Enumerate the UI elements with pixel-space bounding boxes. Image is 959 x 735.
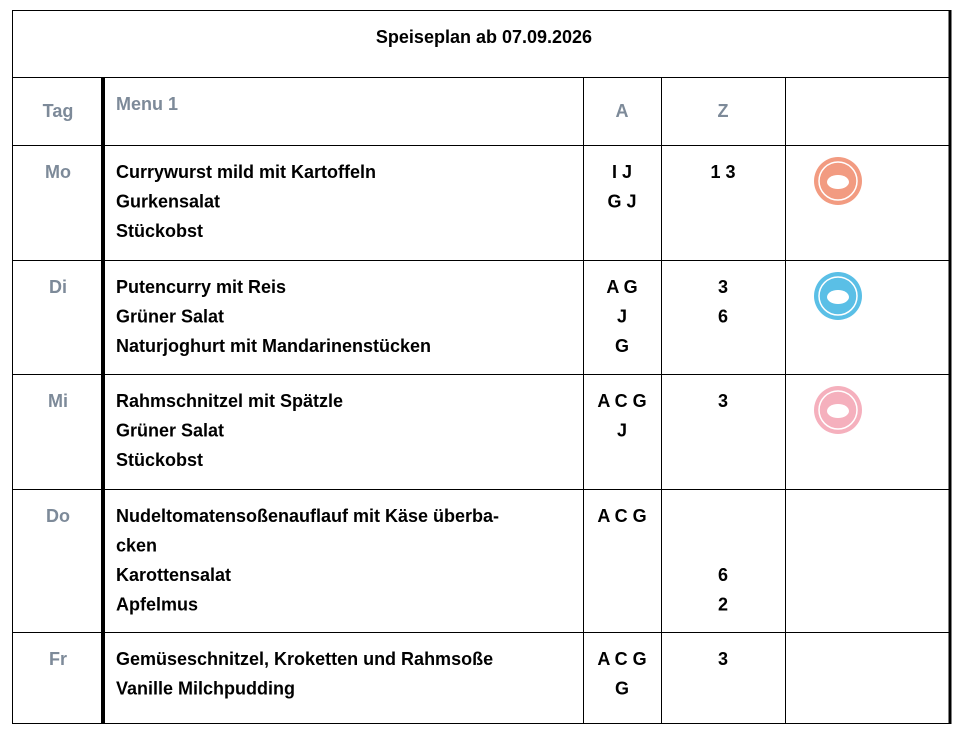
menu-item: Karottensalat <box>116 565 231 585</box>
table-title: Speiseplan ab 07.09.2026 <box>376 27 592 47</box>
table-border <box>12 10 951 724</box>
additives: 3 <box>718 391 728 411</box>
menu-item: Grüner Salat <box>116 306 224 326</box>
meat-badge-animal <box>827 290 849 304</box>
day: Do <box>46 506 70 526</box>
menu-item: Gemüseschnitzel, Kroketten und Rahmsoße <box>116 649 493 669</box>
menu-item: Putencurry mit Reis <box>116 277 286 297</box>
menu-item: Rahmschnitzel mit Spätzle <box>116 391 343 411</box>
menu-item: Nudeltomatensoßenauflauf mit Käse überba… <box>116 506 499 526</box>
allergens: A G <box>606 277 637 297</box>
header-tag: Tag <box>43 101 74 121</box>
menu-item: Stückobst <box>116 450 203 470</box>
allergens: G <box>615 336 629 356</box>
menu-item: Grüner Salat <box>116 420 224 440</box>
menu-item: Vanille Milchpudding <box>116 678 295 698</box>
allergens: J <box>617 420 627 440</box>
allergens: G J <box>607 191 636 211</box>
menu-item: Stückobst <box>116 221 203 241</box>
menu-item: Gurkensalat <box>116 191 220 211</box>
menu-item: Naturjoghurt mit Mandarinenstücken <box>116 336 431 356</box>
meat-badge-animal <box>827 404 849 418</box>
day: Di <box>49 277 67 297</box>
allergens: A C G <box>597 506 646 526</box>
additives: 2 <box>718 594 728 614</box>
additives: 3 <box>718 277 728 297</box>
allergens: A C G <box>597 649 646 669</box>
allergens: A C G <box>597 391 646 411</box>
additives: 1 3 <box>710 162 735 182</box>
additives: 6 <box>718 565 728 585</box>
header-z: Z <box>718 101 729 121</box>
header-a: A <box>616 101 629 121</box>
allergens: J <box>617 306 627 326</box>
additives: 6 <box>718 306 728 326</box>
menu-item: cken <box>116 535 157 555</box>
menu-item: Apfelmus <box>116 594 198 614</box>
allergens: G <box>615 678 629 698</box>
additives: 3 <box>718 649 728 669</box>
day: Mo <box>45 162 71 182</box>
header-menu: Menu 1 <box>116 94 178 114</box>
allergens: I J <box>612 162 632 182</box>
menu-item: Currywurst mild mit Kartoffeln <box>116 162 376 182</box>
meat-badge-ring <box>818 161 858 201</box>
day: Fr <box>49 649 67 669</box>
meat-badge-ring <box>818 390 858 430</box>
meat-badge-animal <box>827 175 849 189</box>
meat-badge-ring <box>818 276 858 316</box>
day: Mi <box>48 391 68 411</box>
